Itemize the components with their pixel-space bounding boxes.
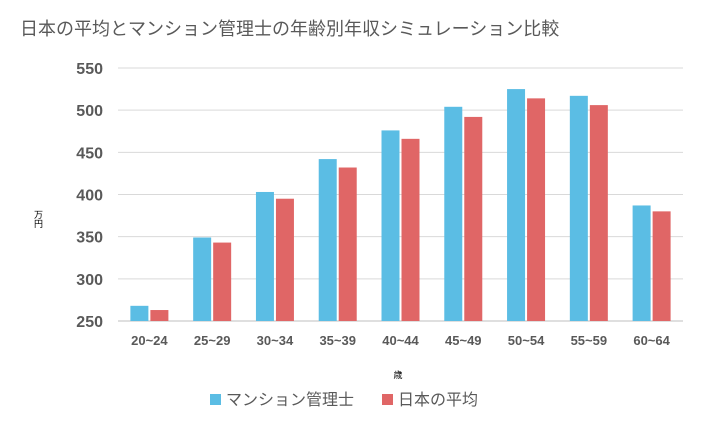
bar-series2	[401, 138, 420, 321]
bar-series1	[632, 205, 651, 321]
x-axis-label: 歳	[393, 369, 402, 381]
bar-series2	[464, 116, 483, 321]
y-tick-label: 550	[76, 61, 103, 78]
x-tick-label: 30~34	[257, 333, 294, 348]
bar-series1	[444, 106, 463, 321]
legend-swatch	[382, 394, 393, 405]
x-tick-label: 60~64	[633, 333, 670, 348]
bar-series2	[275, 198, 294, 321]
x-tick-label: 50~54	[508, 333, 545, 348]
legend: マンション管理士 日本の平均	[210, 390, 478, 409]
y-tick-label: 350	[76, 230, 103, 247]
bar-series1	[130, 305, 149, 321]
bar-series2	[589, 105, 608, 322]
x-axis-ticks: 20~24 25~29 30~34 35~39 40~44 45~49 50~54 55~59…	[131, 333, 671, 348]
x-tick-label: 35~39	[319, 333, 356, 348]
bar-series1	[569, 95, 588, 321]
x-tick-label: 45~49	[445, 333, 482, 348]
legend-item-label: 日本の平均	[398, 390, 478, 409]
bar-series1	[381, 130, 400, 321]
legend-item-label: マンション管理士	[226, 390, 354, 409]
bar-series1	[507, 89, 526, 321]
bar-series2	[338, 167, 357, 321]
x-tick-label: 55~59	[571, 333, 608, 348]
y-axis-ticks: 250 300 350 400 450 500 550	[76, 61, 103, 331]
y-tick-label: 500	[76, 103, 103, 120]
y-tick-label: 450	[76, 145, 103, 162]
bar-series2	[150, 310, 169, 321]
gridlines	[118, 67, 683, 322]
y-tick-label: 300	[76, 272, 103, 289]
bars	[130, 89, 671, 322]
legend-swatch	[210, 394, 221, 405]
bar-series2	[213, 242, 232, 321]
y-tick-label: 400	[76, 188, 103, 205]
bar-series1	[318, 159, 337, 321]
chart-title: 日本の平均とマンション管理士の年齢別年収シミュレーション比較	[20, 19, 559, 40]
x-tick-label: 25~29	[194, 333, 231, 348]
bar-series1	[255, 191, 274, 321]
bar-series2	[527, 98, 546, 321]
y-tick-label: 250	[76, 314, 103, 331]
y-axis-label: 万円	[32, 210, 43, 229]
x-tick-label: 40~44	[382, 333, 419, 348]
x-tick-label: 20~24	[131, 333, 168, 348]
bar-series2	[652, 211, 671, 321]
bar-series1	[193, 237, 212, 321]
